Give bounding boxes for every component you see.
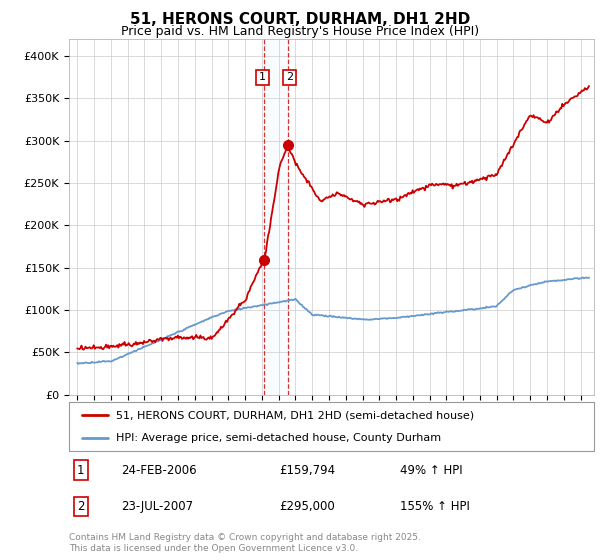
Text: 24-FEB-2006: 24-FEB-2006 [121,464,197,477]
Text: 2: 2 [77,500,85,513]
Text: Contains HM Land Registry data © Crown copyright and database right 2025.
This d: Contains HM Land Registry data © Crown c… [69,533,421,553]
Text: 1: 1 [77,464,85,477]
Text: 51, HERONS COURT, DURHAM, DH1 2HD (semi-detached house): 51, HERONS COURT, DURHAM, DH1 2HD (semi-… [116,410,475,421]
FancyBboxPatch shape [69,402,594,451]
Text: 2: 2 [286,72,293,82]
Text: £295,000: £295,000 [279,500,335,513]
Text: 23-JUL-2007: 23-JUL-2007 [121,500,194,513]
Text: 49% ↑ HPI: 49% ↑ HPI [400,464,463,477]
Text: Price paid vs. HM Land Registry's House Price Index (HPI): Price paid vs. HM Land Registry's House … [121,25,479,38]
Text: 51, HERONS COURT, DURHAM, DH1 2HD: 51, HERONS COURT, DURHAM, DH1 2HD [130,12,470,27]
Text: HPI: Average price, semi-detached house, County Durham: HPI: Average price, semi-detached house,… [116,433,442,444]
Text: £159,794: £159,794 [279,464,335,477]
Bar [264,39,288,395]
Text: 1: 1 [259,72,266,82]
Text: 155% ↑ HPI: 155% ↑ HPI [400,500,470,513]
